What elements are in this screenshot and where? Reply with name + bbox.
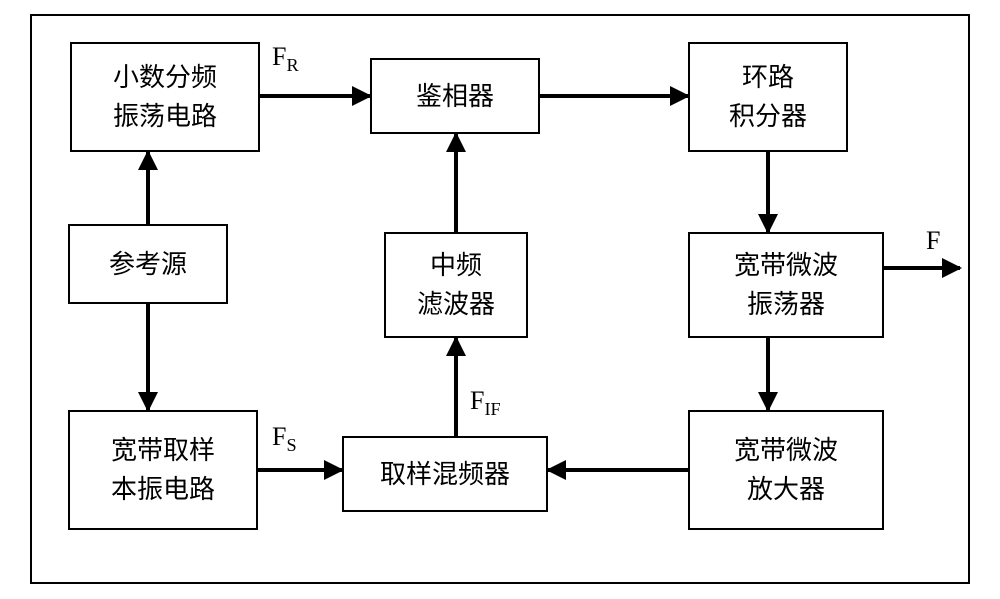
node-text: 振荡电路 [113,97,217,136]
label-base: F [272,422,286,451]
node-text: 中频 [430,246,482,285]
node-text: 滤波器 [417,285,495,324]
node-wideband-microwave-oscillator: 宽带微波振荡器 [688,232,884,338]
label-sub: S [286,435,296,455]
label-base: F [926,226,940,255]
node-text: 取样混频器 [380,455,510,494]
node-text: 参考源 [109,245,187,284]
node-text: 振荡器 [747,285,825,324]
label-base: F [272,42,286,71]
label-sub: IF [484,399,500,419]
node-text: 积分器 [729,97,807,136]
signal-label-f: F [926,226,940,260]
signal-label-fs: FS [272,422,297,456]
diagram-frame: 小数分频振荡电路 参考源 宽带取样本振电路 鉴相器 中频滤波器 取样混频器 环路… [30,14,970,584]
node-wideband-microwave-amplifier: 宽带微波放大器 [688,410,884,530]
node-text: 宽带微波 [734,246,838,285]
node-wideband-sampling-lo: 宽带取样本振电路 [68,410,258,530]
node-phase-detector: 鉴相器 [370,58,540,134]
node-reference-source: 参考源 [68,224,228,304]
label-sub: R [286,55,298,75]
node-text: 鉴相器 [416,77,494,116]
node-text: 小数分频 [113,58,217,97]
label-base: F [470,386,484,415]
signal-label-fif: FIF [470,386,501,420]
node-fractional-divider-oscillator: 小数分频振荡电路 [70,42,260,152]
node-loop-integrator: 环路积分器 [688,42,848,152]
node-text: 放大器 [747,470,825,509]
node-if-filter: 中频滤波器 [384,232,528,338]
node-text: 环路 [742,58,794,97]
signal-label-fr: FR [272,42,299,76]
node-sampling-mixer: 取样混频器 [342,436,548,512]
node-text: 宽带取样 [111,431,215,470]
node-text: 本振电路 [111,470,215,509]
node-text: 宽带微波 [734,431,838,470]
